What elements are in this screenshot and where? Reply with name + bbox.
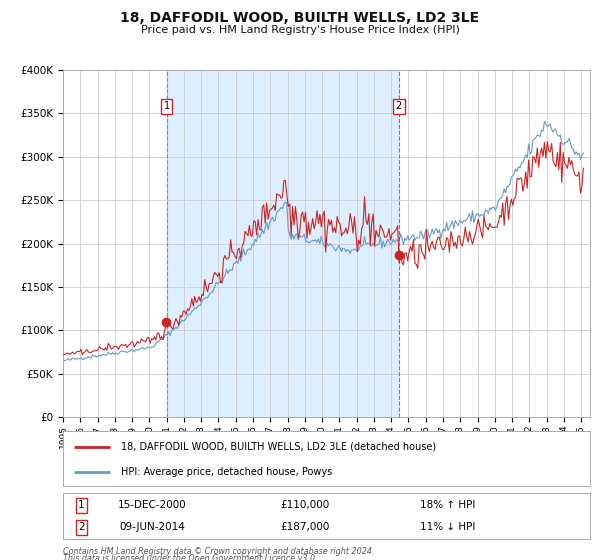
Text: 18, DAFFODIL WOOD, BUILTH WELLS, LD2 3LE: 18, DAFFODIL WOOD, BUILTH WELLS, LD2 3LE — [121, 11, 479, 25]
Text: Price paid vs. HM Land Registry's House Price Index (HPI): Price paid vs. HM Land Registry's House … — [140, 25, 460, 35]
Text: 15-DEC-2000: 15-DEC-2000 — [118, 500, 187, 510]
Text: 2: 2 — [395, 101, 402, 111]
Text: 2: 2 — [78, 522, 85, 532]
Text: 1: 1 — [164, 101, 170, 111]
Text: 18, DAFFODIL WOOD, BUILTH WELLS, LD2 3LE (detached house): 18, DAFFODIL WOOD, BUILTH WELLS, LD2 3LE… — [121, 442, 436, 451]
Text: £110,000: £110,000 — [281, 500, 330, 510]
Text: 09-JUN-2014: 09-JUN-2014 — [119, 522, 185, 532]
Text: HPI: Average price, detached house, Powys: HPI: Average price, detached house, Powy… — [121, 468, 332, 477]
Bar — [167, 70, 399, 417]
Text: This data is licensed under the Open Government Licence v3.0.: This data is licensed under the Open Gov… — [63, 554, 317, 560]
Text: 11% ↓ HPI: 11% ↓ HPI — [420, 522, 475, 532]
Text: Contains HM Land Registry data © Crown copyright and database right 2024.: Contains HM Land Registry data © Crown c… — [63, 547, 374, 556]
Text: 1: 1 — [78, 500, 85, 510]
Text: 18% ↑ HPI: 18% ↑ HPI — [420, 500, 475, 510]
Text: £187,000: £187,000 — [281, 522, 330, 532]
